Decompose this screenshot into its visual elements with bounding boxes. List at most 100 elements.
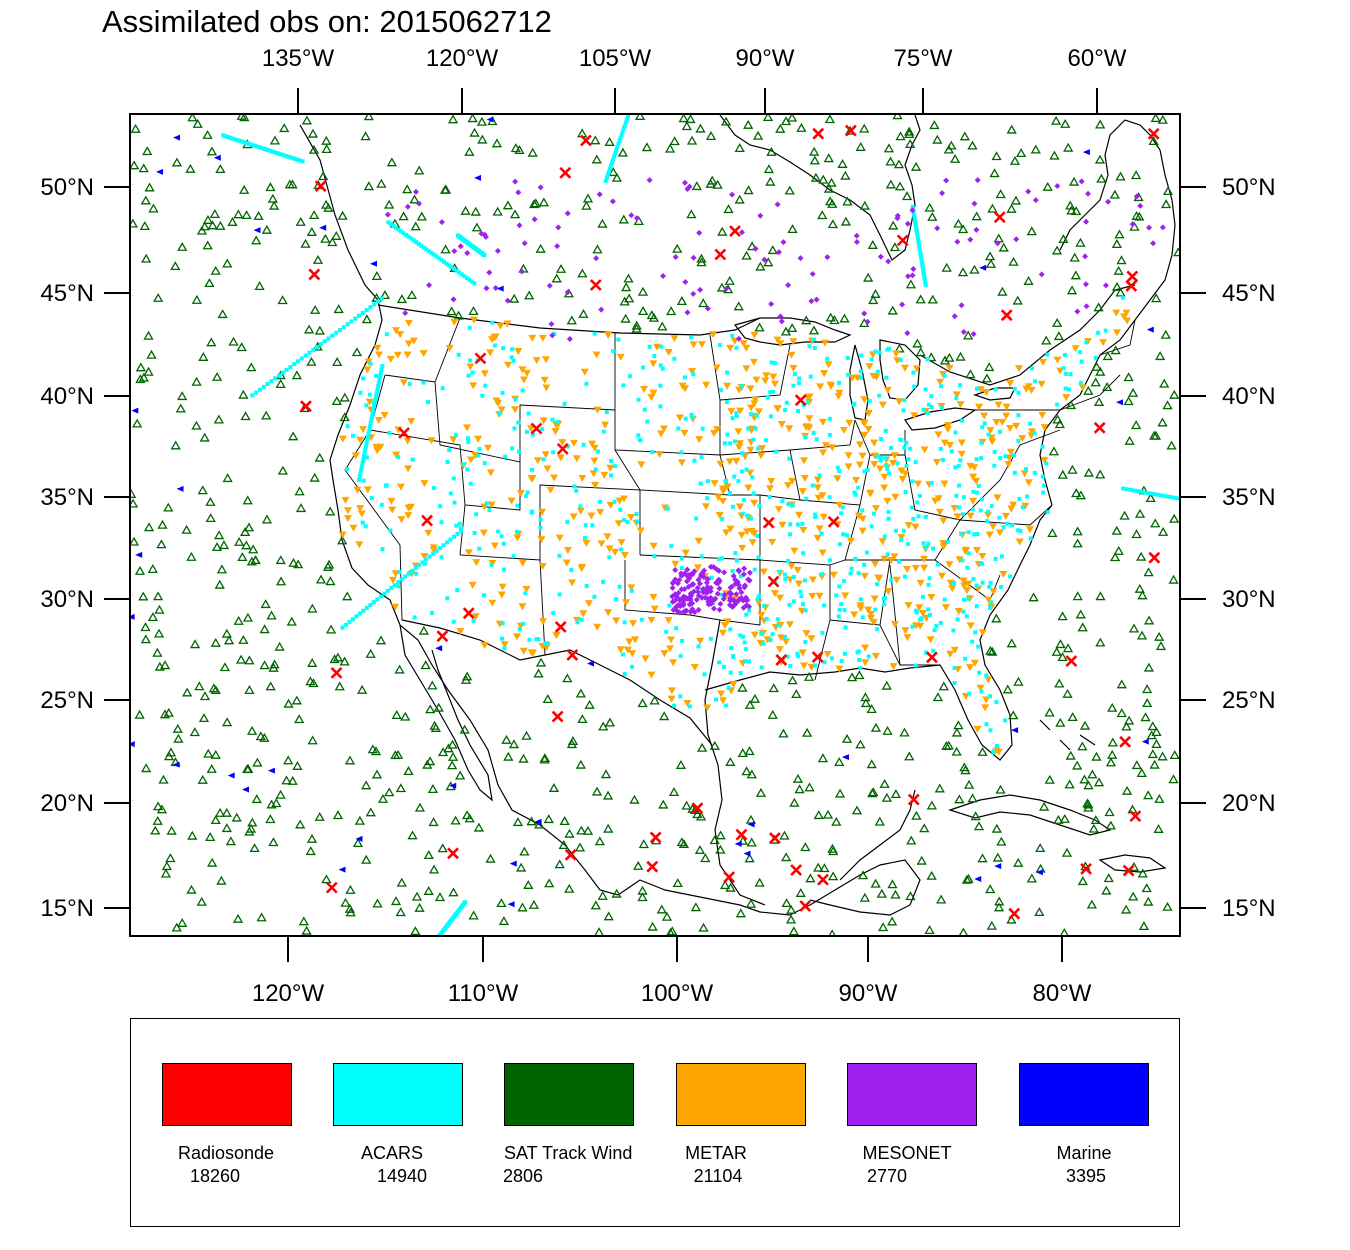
acars-marker <box>362 451 367 456</box>
sat-track-wind-marker <box>407 830 418 840</box>
acars-marker <box>354 614 359 619</box>
acars-marker <box>898 358 903 363</box>
sat-track-wind-marker <box>741 766 752 776</box>
metar-marker <box>765 485 774 493</box>
acars-marker <box>873 607 878 612</box>
sat-track-wind-marker <box>1154 793 1165 803</box>
acars-marker <box>1040 444 1045 449</box>
acars-marker <box>858 369 863 374</box>
sat-track-wind-marker <box>665 143 676 153</box>
sat-track-wind-marker <box>213 414 224 424</box>
sat-track-wind-marker <box>597 890 608 900</box>
marine-marker <box>355 835 363 842</box>
sat-track-wind-marker <box>161 861 173 871</box>
sat-track-wind-marker <box>1053 814 1064 824</box>
sat-track-wind-marker <box>1131 211 1142 220</box>
sat-track-wind-marker <box>1155 641 1167 651</box>
sat-track-wind-marker <box>924 925 935 935</box>
sat-track-wind-marker <box>542 694 553 704</box>
marine-marker <box>449 782 457 789</box>
acars-marker <box>909 505 914 510</box>
acars-marker <box>862 562 867 567</box>
acars-marker <box>708 636 713 641</box>
sat-track-wind-marker <box>1116 255 1127 265</box>
acars-marker <box>618 507 623 512</box>
metar-marker <box>787 562 796 570</box>
acars-marker <box>256 144 261 149</box>
acars-marker <box>609 473 614 478</box>
sat-track-wind-marker <box>1048 446 1060 456</box>
mesonet-marker <box>704 576 711 583</box>
acars-marker <box>470 370 475 375</box>
metar-marker <box>556 454 565 462</box>
metar-marker <box>729 680 738 688</box>
metar-marker <box>1123 317 1132 325</box>
sat-track-wind-marker <box>846 672 858 682</box>
acars-marker <box>915 232 920 237</box>
acars-marker <box>751 491 756 496</box>
mesonet-marker <box>797 255 804 262</box>
sat-track-wind-marker <box>676 837 687 847</box>
marine-marker <box>338 866 346 873</box>
acars-marker <box>926 541 931 546</box>
sat-track-wind-marker <box>825 196 836 206</box>
acars-marker <box>621 383 626 388</box>
sat-track-wind-marker <box>312 254 324 264</box>
metar-marker <box>793 566 802 574</box>
acars-marker <box>349 319 354 324</box>
sat-track-wind-marker <box>462 671 473 681</box>
sat-track-wind-marker <box>211 542 223 552</box>
mesonet-marker <box>910 265 917 272</box>
acars-marker <box>1166 494 1171 499</box>
radiosonde-marker <box>308 268 321 281</box>
acars-marker <box>889 445 894 450</box>
sat-track-wind-marker <box>969 264 980 274</box>
acars-marker <box>860 615 865 620</box>
sat-track-wind-marker <box>695 811 707 821</box>
acars-marker <box>746 659 751 664</box>
acars-marker <box>503 454 508 459</box>
sat-track-wind-marker <box>265 681 276 691</box>
acars-marker <box>882 595 887 600</box>
sat-track-wind-marker <box>1134 508 1146 518</box>
acars-marker <box>303 353 308 358</box>
sat-track-wind-marker <box>1066 205 1077 215</box>
metar-marker <box>488 336 497 344</box>
mesonet-marker <box>690 290 697 297</box>
sat-track-wind-marker <box>1145 493 1156 503</box>
acars-marker <box>727 441 732 446</box>
acars-marker <box>267 148 272 153</box>
sat-track-wind-marker <box>686 135 698 145</box>
metar-marker <box>649 593 658 601</box>
sat-track-wind-marker <box>256 912 267 922</box>
sat-track-wind-marker <box>433 702 444 712</box>
metar-marker <box>404 319 413 327</box>
sat-track-wind-marker <box>823 153 834 163</box>
acars-marker <box>759 631 764 636</box>
acars-marker <box>378 374 383 379</box>
acars-marker <box>1003 454 1008 459</box>
sat-track-wind-marker <box>594 927 604 935</box>
sat-track-wind-marker <box>834 788 846 798</box>
sat-track-wind-marker <box>1030 144 1041 154</box>
radiosonde-marker <box>817 873 829 886</box>
mesonet-marker <box>564 210 571 217</box>
acars-marker <box>441 543 446 548</box>
metar-marker <box>375 351 384 359</box>
acars-marker <box>963 656 968 661</box>
metar-marker <box>480 642 489 650</box>
acars-marker <box>526 411 531 416</box>
acars-marker <box>617 139 622 144</box>
mesonet-marker <box>700 585 707 592</box>
acars-marker <box>862 469 867 474</box>
sat-track-wind-marker <box>892 115 903 120</box>
metar-marker <box>388 576 397 584</box>
right-tick-label: 45°N <box>1222 280 1276 307</box>
radiosonde-marker <box>790 864 803 877</box>
sat-track-wind-marker <box>325 576 336 586</box>
sat-track-wind-marker <box>527 147 538 157</box>
sat-track-wind-marker <box>1148 136 1159 145</box>
acars-marker <box>557 592 562 597</box>
acars-marker <box>702 672 707 677</box>
acars-marker <box>916 241 921 246</box>
